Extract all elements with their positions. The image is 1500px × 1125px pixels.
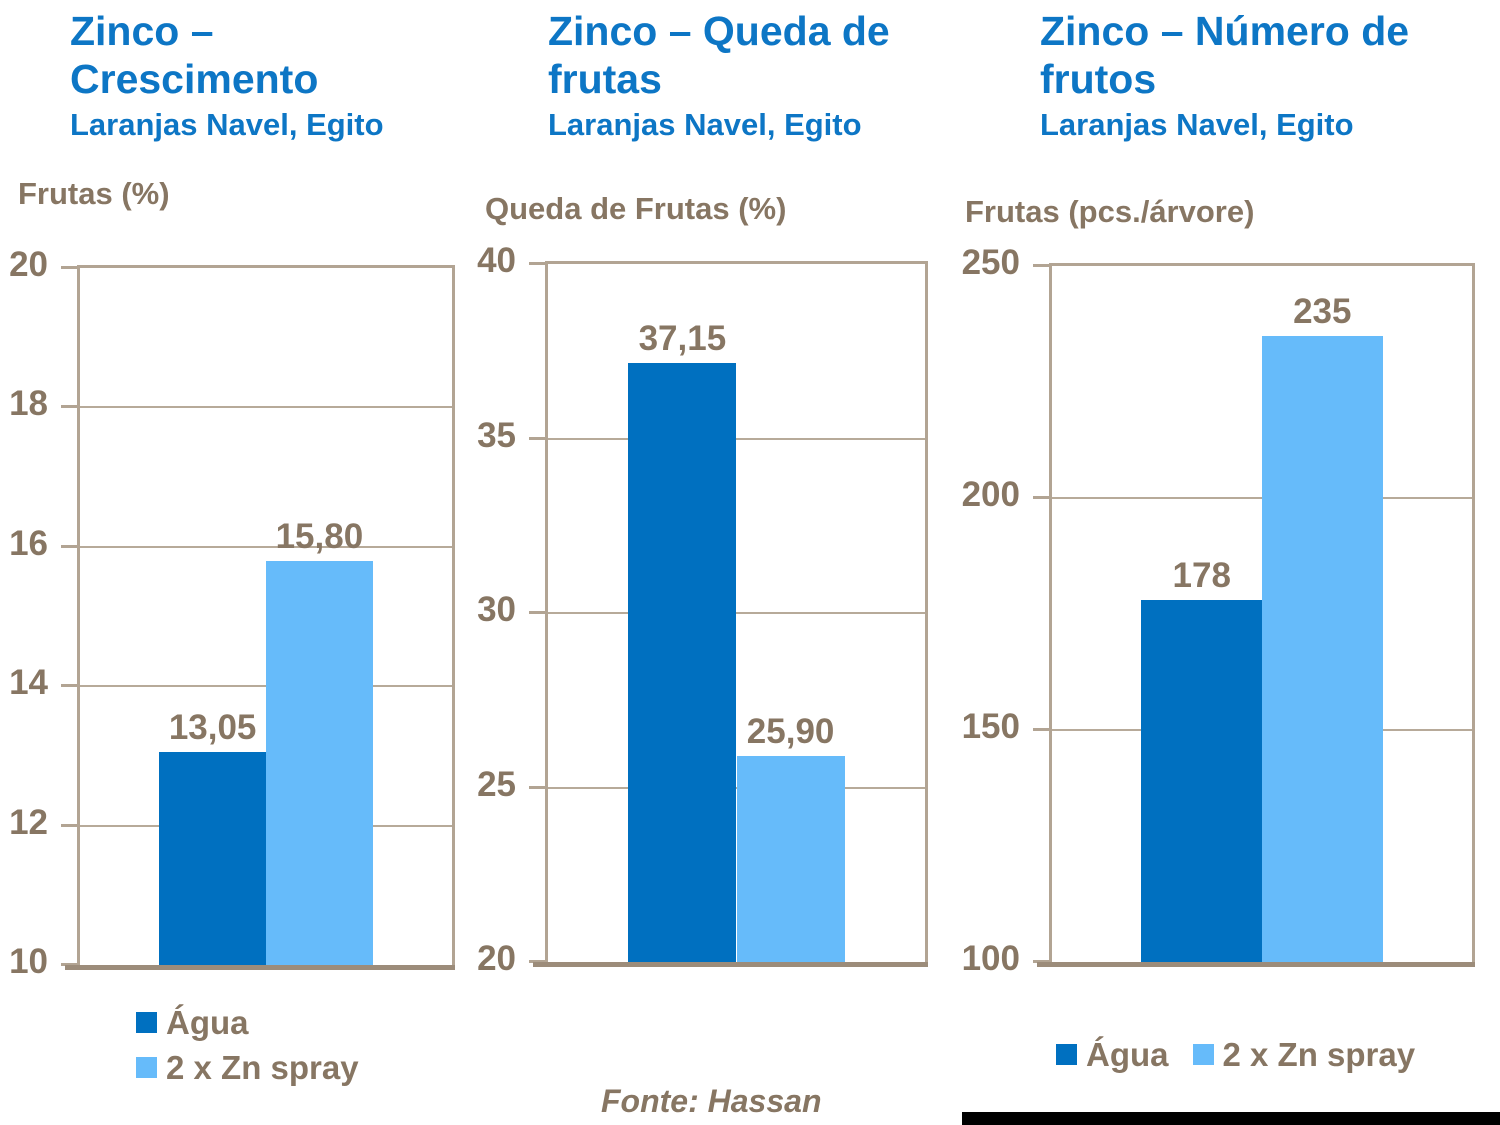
legend-swatch-zn-spray bbox=[136, 1057, 157, 1079]
chart-header: Zinco – Queda de frutas Laranjas Navel, … bbox=[548, 8, 948, 143]
tick-label: 10 bbox=[9, 942, 48, 981]
chart-subtitle: Laranjas Navel, Egito bbox=[548, 106, 862, 142]
x-axis-line bbox=[65, 965, 455, 970]
bar-value-label: 37,15 bbox=[638, 319, 727, 359]
legend-swatch-agua bbox=[1056, 1044, 1077, 1066]
tick-mark bbox=[61, 544, 77, 548]
tick-mark bbox=[529, 785, 545, 789]
plot-area: 100 150 200 250 178 235 bbox=[962, 245, 1475, 976]
bar-agua bbox=[628, 363, 737, 962]
bar-value-label: 25,90 bbox=[746, 712, 835, 752]
legend-swatch-agua bbox=[136, 1012, 157, 1034]
bar-value-label: 15,80 bbox=[275, 516, 364, 556]
tick-label: 100 bbox=[961, 939, 1020, 978]
source-note: Fonte: Hassan bbox=[601, 1083, 822, 1119]
x-axis-line bbox=[1037, 962, 1475, 967]
tick-mark bbox=[61, 684, 77, 688]
bar-value-label: 235 bbox=[1293, 291, 1352, 331]
chart-header: Zinco – Crescimento Laranjas Navel, Egit… bbox=[70, 8, 400, 143]
tick-label: 40 bbox=[477, 241, 516, 280]
legend: Água 2 x Zn spray bbox=[136, 1004, 359, 1087]
tick-label: 18 bbox=[9, 384, 48, 424]
legend-label-zn-spray: 2 x Zn spray bbox=[1222, 1036, 1416, 1073]
tick-label: 200 bbox=[961, 475, 1020, 514]
tick-label: 30 bbox=[477, 590, 516, 629]
tick-mark bbox=[1033, 960, 1049, 963]
legend-label-zn-spray: 2 x Zn spray bbox=[166, 1048, 359, 1086]
legend-label-agua: Água bbox=[166, 1004, 249, 1041]
plot-area: 10 12 14 16 18 20 13,05 15,80 bbox=[9, 247, 455, 979]
legend-item-agua: Água bbox=[136, 1004, 359, 1042]
tick-mark bbox=[1033, 264, 1049, 267]
tick-label: 35 bbox=[477, 415, 516, 455]
tick-label: 12 bbox=[9, 802, 48, 842]
chart-subtitle: Laranjas Navel, Egito bbox=[70, 106, 384, 142]
tick-label: 20 bbox=[477, 939, 516, 978]
tick-mark bbox=[61, 266, 77, 269]
chart-title: Zinco – Número de frutos bbox=[1040, 8, 1410, 102]
chart-title: Zinco – Queda de frutas bbox=[548, 8, 890, 102]
chart-subtitle: Laranjas Navel, Egito bbox=[1040, 106, 1354, 142]
bar-zn-spray bbox=[736, 756, 845, 962]
gridline bbox=[548, 437, 925, 440]
gridline bbox=[80, 545, 452, 548]
tick-label: 25 bbox=[477, 764, 516, 804]
tick-mark bbox=[1033, 728, 1049, 731]
y-axis-label: Frutas (pcs./árvore) bbox=[965, 194, 1255, 229]
tick-mark bbox=[61, 823, 77, 827]
tick-mark bbox=[1033, 496, 1049, 499]
plot-area: 20 25 30 35 40 37,15 25,90 bbox=[477, 243, 928, 976]
bar-agua bbox=[159, 752, 266, 965]
legend: Água 2 x Zn spray bbox=[1056, 1036, 1415, 1074]
tick-label: 14 bbox=[9, 663, 48, 703]
tick-mark bbox=[529, 262, 545, 265]
legend-item-zn-spray: 2 x Zn spray bbox=[136, 1049, 359, 1087]
bar-value-label: 13,05 bbox=[168, 708, 257, 748]
bar-value-label: 178 bbox=[1172, 556, 1231, 596]
gridline bbox=[80, 406, 452, 409]
legend-label-agua: Água bbox=[1086, 1036, 1169, 1073]
legend-swatch-zn-spray bbox=[1192, 1044, 1214, 1066]
tick-label: 20 bbox=[9, 245, 48, 284]
tick-label: 150 bbox=[961, 707, 1020, 746]
tick-mark bbox=[529, 960, 545, 963]
tick-mark bbox=[529, 611, 545, 614]
gridline bbox=[548, 612, 925, 614]
legend-item-agua: Água bbox=[1056, 1036, 1169, 1074]
tick-mark bbox=[529, 436, 545, 440]
legend-item-zn-spray: 2 x Zn spray bbox=[1192, 1036, 1416, 1074]
bar-agua bbox=[1141, 600, 1262, 962]
tick-label: 16 bbox=[9, 523, 48, 563]
chart-title: Zinco – Crescimento bbox=[70, 8, 319, 102]
tick-label: 250 bbox=[961, 243, 1020, 282]
chart-header: Zinco – Número de frutos Laranjas Navel,… bbox=[1040, 8, 1472, 143]
x-axis-line bbox=[533, 962, 928, 967]
tick-mark bbox=[61, 963, 77, 966]
y-axis-label: Queda de Frutas (%) bbox=[485, 191, 787, 226]
footer-black-bar bbox=[962, 1112, 1500, 1125]
bar-zn-spray bbox=[266, 560, 373, 965]
tick-mark bbox=[61, 405, 77, 409]
y-axis-label: Frutas (%) bbox=[18, 176, 170, 211]
bar-zn-spray bbox=[1262, 335, 1383, 962]
